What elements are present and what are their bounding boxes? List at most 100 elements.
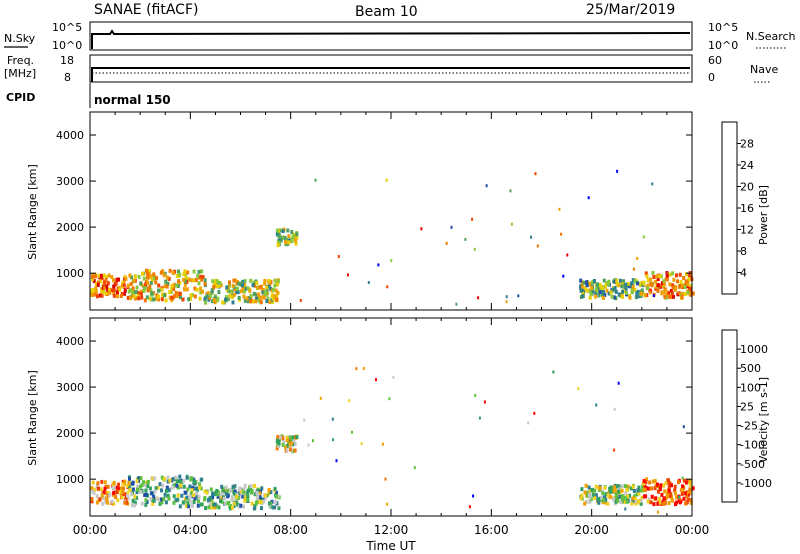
range-cell	[243, 483, 247, 488]
range-cell	[634, 501, 638, 506]
range-cell	[178, 504, 182, 509]
range-cell	[267, 491, 271, 496]
range-cell	[185, 495, 189, 500]
range-cell	[629, 284, 633, 289]
range-cell	[659, 285, 663, 290]
nsky-tick-top: 10^5	[52, 21, 82, 34]
range-cell	[224, 489, 228, 494]
range-cell	[601, 295, 605, 300]
range-cell	[668, 494, 672, 499]
range-cell	[584, 483, 588, 488]
range-cell	[224, 485, 228, 490]
x-tick-label: 00:00	[675, 523, 710, 537]
y-tick-label: 3000	[56, 381, 84, 394]
range-cell	[146, 280, 150, 285]
colorbar-tick-label: -25	[740, 420, 758, 433]
range-cell	[631, 496, 635, 501]
range-cell	[100, 293, 104, 298]
y-tick-label: 1000	[56, 473, 84, 486]
range-cell	[478, 416, 481, 420]
range-cell	[95, 282, 98, 287]
range-cell	[263, 496, 267, 500]
range-cell	[208, 501, 212, 506]
range-cell	[137, 291, 141, 296]
range-cell	[218, 492, 222, 497]
range-cell	[198, 485, 201, 490]
range-cell	[172, 287, 176, 292]
range-cell	[293, 448, 297, 453]
range-cell	[677, 291, 681, 295]
range-cell	[157, 288, 160, 293]
range-cell	[618, 278, 622, 283]
range-cell	[144, 268, 148, 273]
range-cell	[303, 418, 306, 422]
nsearch-tick-top: 10^5	[708, 21, 738, 34]
range-cell	[263, 278, 267, 283]
range-cell	[150, 297, 154, 302]
range-cell	[133, 503, 136, 508]
range-cell	[625, 499, 629, 504]
velocity-scatter-cells	[90, 367, 695, 514]
range-cell	[251, 283, 255, 288]
range-cell	[606, 282, 610, 287]
range-cell	[636, 281, 640, 286]
range-cell	[642, 479, 646, 484]
range-cell	[667, 484, 671, 489]
range-cell	[649, 277, 653, 282]
range-cell	[181, 500, 185, 505]
range-cell	[106, 287, 110, 292]
range-cell	[662, 279, 666, 284]
range-cell	[668, 272, 672, 277]
range-cell	[129, 281, 133, 286]
range-cell	[236, 502, 240, 507]
range-cell	[220, 499, 224, 504]
colorbar-tick-label: 12	[740, 224, 754, 237]
range-cell	[420, 227, 423, 231]
colorbar-tick-label: 25	[740, 400, 754, 413]
range-cell	[166, 475, 170, 480]
range-cell	[95, 500, 99, 505]
range-cell	[275, 232, 279, 237]
range-cell	[165, 284, 169, 289]
range-cell	[229, 289, 233, 294]
range-cell	[162, 497, 166, 501]
range-cell	[189, 296, 192, 301]
range-cell	[292, 437, 296, 442]
velocity-y-axis-label: Slant Range [km]	[26, 370, 39, 466]
range-cell	[262, 499, 266, 504]
range-cell	[105, 284, 109, 289]
range-cell	[255, 496, 259, 501]
range-cell	[584, 500, 588, 504]
colorbar-tick-label: 1000	[740, 343, 768, 356]
range-cell	[579, 295, 583, 299]
range-cell	[104, 491, 108, 496]
range-cell	[151, 476, 155, 481]
range-cell	[237, 295, 241, 300]
range-cell	[255, 296, 258, 301]
range-cell	[645, 293, 649, 298]
range-cell	[148, 296, 152, 301]
range-cell	[253, 492, 257, 497]
range-cell	[98, 497, 102, 502]
range-cell	[667, 290, 671, 295]
range-cell	[675, 495, 679, 500]
range-cell	[145, 271, 149, 276]
range-cell	[615, 282, 619, 286]
range-cell	[179, 295, 182, 300]
range-cell	[92, 288, 96, 292]
range-cell	[214, 492, 218, 497]
range-cell	[656, 283, 660, 288]
range-cell	[201, 275, 205, 280]
range-cell	[95, 484, 99, 489]
range-cell	[139, 476, 143, 481]
range-cell	[295, 232, 299, 237]
range-cell	[173, 294, 177, 299]
range-cell	[590, 280, 594, 285]
range-cell	[581, 291, 585, 296]
range-cell	[290, 230, 294, 234]
range-cell	[597, 293, 601, 298]
colorbar-tick-label: 28	[740, 138, 754, 151]
range-cell	[663, 282, 667, 287]
range-cell	[154, 496, 158, 501]
range-cell	[256, 285, 260, 290]
